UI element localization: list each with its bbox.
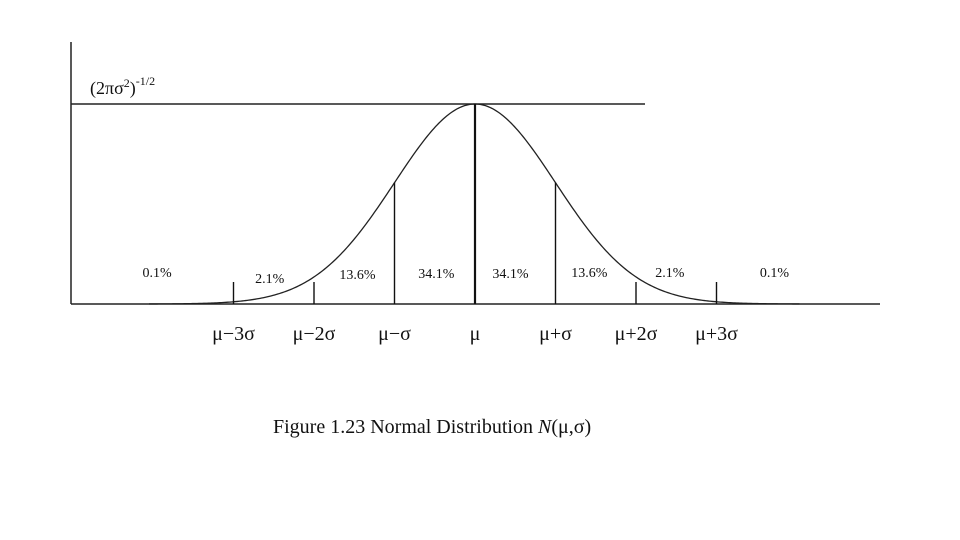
x-tick-label: μ−3σ — [212, 323, 255, 345]
percent-label: 13.6% — [571, 266, 608, 281]
percent-label: 13.6% — [339, 268, 376, 283]
percent-label: 34.1% — [418, 267, 455, 282]
percent-label: 34.1% — [492, 267, 529, 282]
percent-label: 2.1% — [655, 266, 685, 281]
x-tick-label: μ — [470, 323, 481, 345]
figure-caption: Figure 1.23 Normal Distribution N(μ,σ) — [273, 416, 591, 438]
percent-label: 0.1% — [760, 266, 790, 281]
x-tick-label: μ−2σ — [293, 323, 336, 345]
x-tick-label: μ+3σ — [695, 323, 738, 345]
percent-label: 2.1% — [255, 272, 285, 287]
x-tick-label: μ−σ — [378, 323, 411, 345]
y-axis-label: (2πσ2)-1/2 — [90, 74, 155, 99]
x-tick-label: μ+σ — [539, 323, 572, 345]
percent-label: 0.1% — [142, 266, 172, 281]
x-tick-label: μ+2σ — [615, 323, 658, 345]
